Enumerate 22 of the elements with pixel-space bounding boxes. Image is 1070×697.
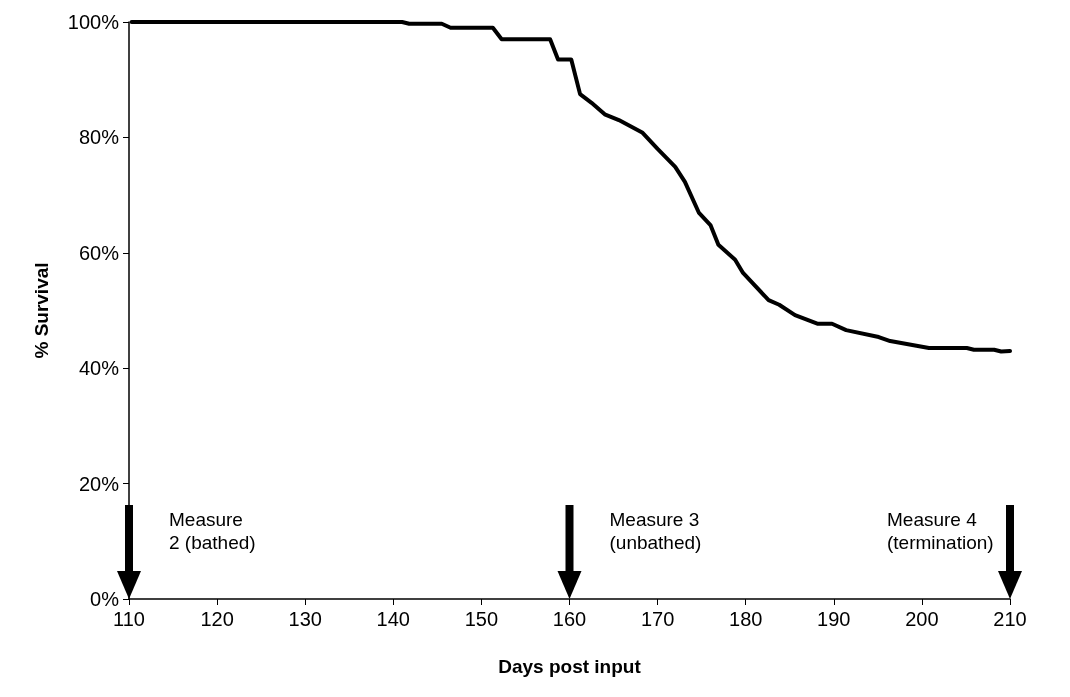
x-tick-label: 170 [640,608,675,630]
y-tick-label: 20% [78,472,120,495]
annotation: Measure 2 (bathed) [169,508,256,554]
x-tick-label: 110 [113,608,145,630]
x-tick-label: 210 [993,608,1027,630]
annotation: Measure 3 (unbathed) [609,508,702,554]
x-tick-label: 130 [288,608,322,630]
y-tick-label: 80% [78,126,120,149]
annotation: Measure 4 (termination) [887,508,994,554]
x-tick-label: 200 [905,608,939,630]
x-axis-title: Days post input [498,656,642,677]
y-tick-label: 40% [78,357,120,380]
x-tick-label: 140 [376,608,410,630]
y-axis-title: % Survival [31,262,52,359]
x-tick-label: 190 [817,608,851,630]
y-tick-label: 60% [78,241,120,264]
x-tick-label: 180 [729,608,763,630]
x-tick-label: 150 [464,608,499,630]
x-tick-label: 120 [200,608,234,630]
y-tick-label: 100% [67,11,120,33]
y-tick-label: 0% [90,588,120,610]
x-tick-label: 160 [552,608,587,630]
